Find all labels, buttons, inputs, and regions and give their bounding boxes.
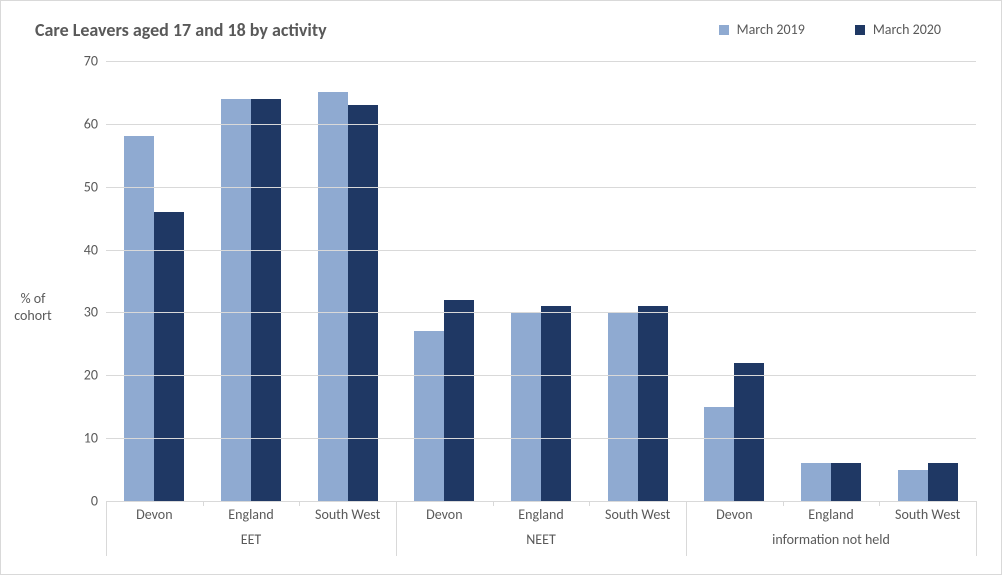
x-subgroup-label: South West	[895, 506, 960, 523]
y-tick-label: 50	[68, 178, 98, 195]
x-group-label: information not held	[772, 531, 890, 548]
bar	[928, 463, 958, 501]
bar	[414, 331, 444, 501]
x-subgroup-label: Devon	[426, 506, 462, 523]
gridline	[106, 250, 976, 251]
bars-layer	[106, 61, 976, 501]
bar	[801, 463, 831, 501]
legend-item-2019: March 2019	[719, 21, 805, 38]
bar	[348, 105, 378, 501]
bar	[831, 463, 861, 501]
group-separator	[396, 501, 397, 556]
x-group-label: NEET	[526, 531, 556, 548]
gridline	[106, 438, 976, 439]
y-tick-label: 70	[68, 53, 98, 70]
sub-tick	[493, 501, 494, 506]
y-tick-label: 20	[68, 367, 98, 384]
y-tick-label: 30	[68, 304, 98, 321]
legend-swatch-2020	[855, 25, 865, 35]
sub-tick	[879, 501, 880, 506]
sub-tick	[589, 501, 590, 506]
gridline	[106, 375, 976, 376]
x-axis-group-labels: EET NEET information not held	[106, 531, 976, 551]
chart-container: Care Leavers aged 17 and 18 by activity …	[0, 0, 1002, 575]
y-tick-label: 40	[68, 241, 98, 258]
x-subgroup-label: Devon	[136, 506, 172, 523]
sub-tick	[203, 501, 204, 506]
bar	[221, 99, 251, 501]
bar	[638, 306, 668, 501]
group-separator	[686, 501, 687, 556]
plot-area: 010203040506070	[106, 61, 976, 501]
x-group-label: EET	[241, 531, 262, 548]
bar	[541, 306, 571, 501]
y-axis-label: % of cohort	[9, 291, 57, 325]
bar	[444, 300, 474, 501]
bar	[511, 312, 541, 501]
chart-title: Care Leavers aged 17 and 18 by activity	[35, 19, 327, 41]
gridline	[106, 187, 976, 188]
legend-label-2020: March 2020	[873, 21, 941, 38]
bar	[734, 363, 764, 501]
gridline	[106, 124, 976, 125]
gridline	[106, 312, 976, 313]
x-subgroup-label: Devon	[716, 506, 752, 523]
bar	[898, 470, 928, 501]
y-tick-label: 0	[68, 493, 98, 510]
bar	[704, 407, 734, 501]
x-subgroup-label: South West	[315, 506, 380, 523]
legend-item-2020: March 2020	[855, 21, 941, 38]
sub-tick	[783, 501, 784, 506]
bar	[124, 136, 154, 501]
sub-tick	[396, 501, 397, 506]
legend-swatch-2019	[719, 25, 729, 35]
bar	[318, 92, 348, 501]
x-subgroup-label: South West	[605, 506, 670, 523]
x-axis-subgroup-labels: Devon England South West Devon England South …	[106, 506, 976, 526]
gridline	[106, 501, 976, 502]
legend: March 2019 March 2020	[719, 21, 941, 38]
legend-label-2019: March 2019	[737, 21, 805, 38]
gridline	[106, 61, 976, 62]
bar	[251, 99, 281, 501]
bar	[608, 312, 638, 501]
group-separator	[976, 501, 977, 556]
sub-tick	[299, 501, 300, 506]
y-tick-label: 10	[68, 430, 98, 447]
x-subgroup-label: England	[808, 506, 853, 523]
bar	[154, 212, 184, 501]
sub-tick	[686, 501, 687, 506]
group-separator	[106, 501, 107, 556]
y-tick-label: 60	[68, 115, 98, 132]
x-subgroup-label: England	[518, 506, 563, 523]
x-subgroup-label: England	[228, 506, 273, 523]
